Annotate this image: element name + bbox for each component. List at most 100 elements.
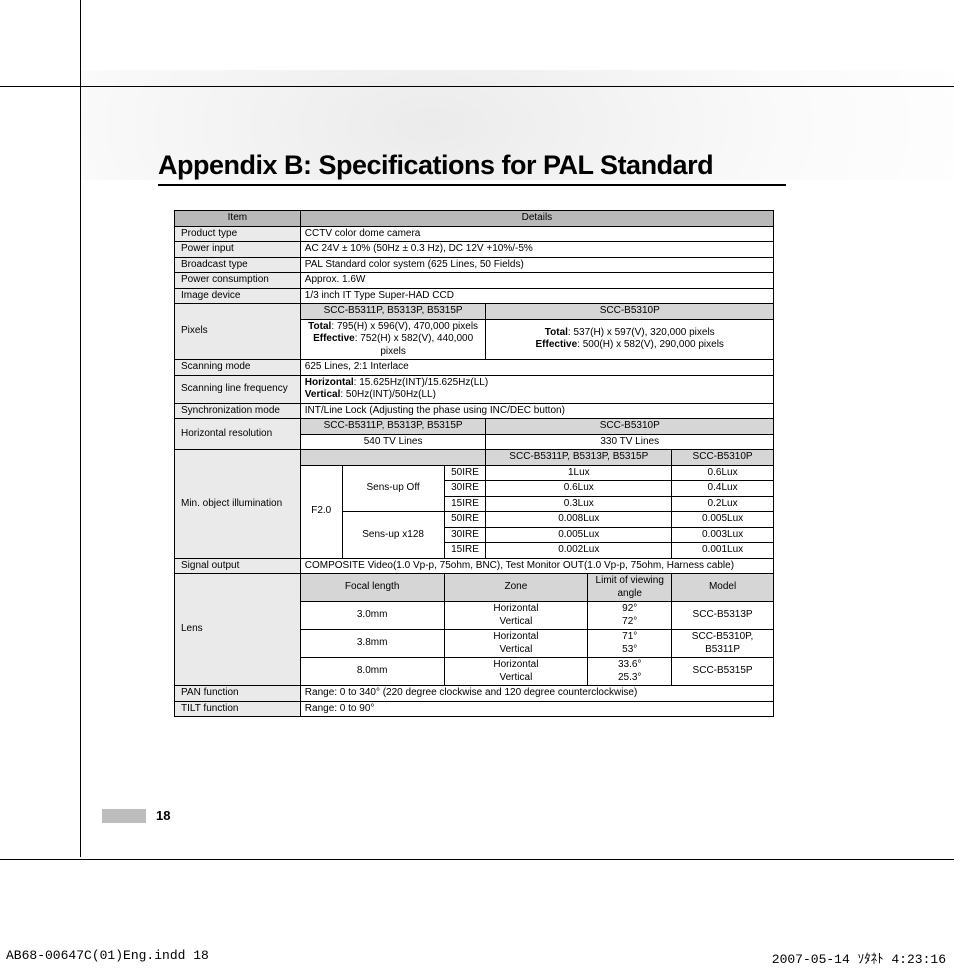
lens-angle-h: 71° (622, 631, 637, 642)
mi-b: 0.003Lux (672, 527, 774, 543)
table-row: PAN function Range: 0 to 340° (220 degre… (175, 686, 774, 702)
lens-focal: 3.0mm (300, 602, 444, 630)
lens-angle-v: 72° (622, 616, 637, 627)
page-number-bar: 18 (102, 808, 170, 823)
lens-model: SCC-B5310P, B5311P (672, 630, 774, 658)
row-label: Power input (175, 242, 301, 258)
lens-model: SCC-B5313P (672, 602, 774, 630)
pixels-val-b-v2: : 500(H) x 582(V), 290,000 pixels (577, 339, 724, 350)
mi-ire: 50IRE (444, 465, 486, 481)
pixels-head-b: SCC-B5310P (486, 304, 774, 320)
table-row: Power input AC 24V ± 10% (50Hz ± 0.3 Hz)… (175, 242, 774, 258)
lens-zone-h: Horizontal (493, 659, 538, 670)
mi-a: 0.6Lux (486, 481, 672, 497)
row-value: Approx. 1.6W (300, 273, 773, 289)
mi-ire: 15IRE (444, 543, 486, 559)
pixels-val-a: Total: 795(H) x 596(V), 470,000 pixels E… (300, 319, 486, 360)
mi-b: 0.001Lux (672, 543, 774, 559)
table-row: Min. object illumination SCC-B5311P, B53… (175, 450, 774, 466)
table-row: Lens Focal length Zone Limit of viewing … (175, 574, 774, 602)
mi-b: 0.6Lux (672, 465, 774, 481)
lens-angle: 71°53° (588, 630, 672, 658)
mi-ire: 30IRE (444, 527, 486, 543)
row-label: Signal output (175, 558, 301, 574)
spec-table-container: Item Details Product type CCTV color dom… (174, 210, 774, 717)
pixels-val-a-l2: Effective (313, 333, 355, 344)
table-header-row: Item Details (175, 211, 774, 227)
table-row: Signal output COMPOSITE Video(1.0 Vp-p, … (175, 558, 774, 574)
mi-b: 0.005Lux (672, 512, 774, 528)
crop-line-bottom (0, 859, 954, 860)
lens-head-zone: Zone (444, 574, 588, 602)
lens-zone-v: Vertical (500, 672, 533, 683)
mi-a: 0.3Lux (486, 496, 672, 512)
slf-h-val: : 15.625Hz(INT)/15.625Hz(LL) (354, 377, 489, 388)
table-row: Synchronization mode INT/Line Lock (Adju… (175, 403, 774, 419)
slf-h-label: Horizontal (305, 377, 354, 388)
spec-table: Item Details Product type CCTV color dom… (174, 210, 774, 717)
table-row: Horizontal resolution SCC-B5311P, B5313P… (175, 419, 774, 435)
lens-angle-h: 92° (622, 603, 637, 614)
row-label: Pixels (175, 304, 301, 360)
table-row: TILT function Range: 0 to 90° (175, 701, 774, 717)
title-underline (158, 184, 786, 186)
row-value: INT/Line Lock (Adjusting the phase using… (300, 403, 773, 419)
mi-ire: 30IRE (444, 481, 486, 497)
mi-f: F2.0 (300, 465, 342, 558)
lens-angle-h: 33.6° (618, 659, 641, 670)
pixels-val-b: Total: 537(H) x 597(V), 320,000 pixels E… (486, 319, 774, 360)
hr-val-b: 330 TV Lines (486, 434, 774, 450)
lens-angle: 92°72° (588, 602, 672, 630)
crop-line-top (0, 86, 954, 87)
row-value: 625 Lines, 2:1 Interlace (300, 360, 773, 376)
page-number: 18 (156, 808, 170, 823)
table-row: Power consumption Approx. 1.6W (175, 273, 774, 289)
pixels-head-a: SCC-B5311P, B5313P, B5315P (300, 304, 486, 320)
lens-head-angle: Limit of viewing angle (588, 574, 672, 602)
row-value: CCTV color dome camera (300, 226, 773, 242)
lens-zone-h: Horizontal (493, 603, 538, 614)
row-value: 1/3 inch IT Type Super-HAD CCD (300, 288, 773, 304)
footer-timestamp: 2007-05-14 ｿﾀﾈﾄ 4:23:16 (772, 948, 946, 967)
row-label: Image device (175, 288, 301, 304)
row-label: Lens (175, 574, 301, 686)
page-title: Appendix B: Specifications for PAL Stand… (158, 150, 713, 181)
lens-angle-v: 53° (622, 644, 637, 655)
row-value: AC 24V ± 10% (50Hz ± 0.3 Hz), DC 12V +10… (300, 242, 773, 258)
lens-angle: 33.6° 25.3° (588, 658, 672, 686)
pixels-val-b-l1: Total (545, 327, 568, 338)
mi-a: 0.005Lux (486, 527, 672, 543)
mi-a: 0.002Lux (486, 543, 672, 559)
row-label: Scanning mode (175, 360, 301, 376)
header-details: Details (300, 211, 773, 227)
lens-zone: Horizontal Vertical (444, 658, 588, 686)
row-label: Horizontal resolution (175, 419, 301, 450)
table-row: Scanning mode 625 Lines, 2:1 Interlace (175, 360, 774, 376)
print-footer: AB68-00647C(01)Eng.indd 18 2007-05-14 ｿﾀ… (0, 948, 946, 967)
mi-head-a: SCC-B5311P, B5313P, B5315P (486, 450, 672, 466)
mi-b: 0.2Lux (672, 496, 774, 512)
row-label: PAN function (175, 686, 301, 702)
row-value: Horizontal: 15.625Hz(INT)/15.625Hz(LL) V… (300, 375, 773, 403)
lens-angle-v: 25.3° (618, 672, 641, 683)
pixels-val-b-l2: Effective (536, 339, 578, 350)
mi-ire: 50IRE (444, 512, 486, 528)
lens-focal: 3.8mm (300, 630, 444, 658)
mi-b: 0.4Lux (672, 481, 774, 497)
mi-a: 0.008Lux (486, 512, 672, 528)
row-value: Range: 0 to 90° (300, 701, 773, 717)
lens-zone: HorizontalVertical (444, 602, 588, 630)
table-row: Image device 1/3 inch IT Type Super-HAD … (175, 288, 774, 304)
row-label: Min. object illumination (175, 450, 301, 559)
lens-focal: 8.0mm (300, 658, 444, 686)
header-item: Item (175, 211, 301, 227)
slf-v-val: : 50Hz(INT)/50Hz(LL) (340, 389, 436, 400)
row-label: Broadcast type (175, 257, 301, 273)
hr-head-a: SCC-B5311P, B5313P, B5315P (300, 419, 486, 435)
mi-ire: 15IRE (444, 496, 486, 512)
page-number-bar-shade (102, 809, 146, 823)
hr-head-b: SCC-B5310P (486, 419, 774, 435)
row-label: Synchronization mode (175, 403, 301, 419)
pixels-val-b-v1: : 537(H) x 597(V), 320,000 pixels (568, 327, 715, 338)
lens-zone-v: Vertical (500, 644, 533, 655)
